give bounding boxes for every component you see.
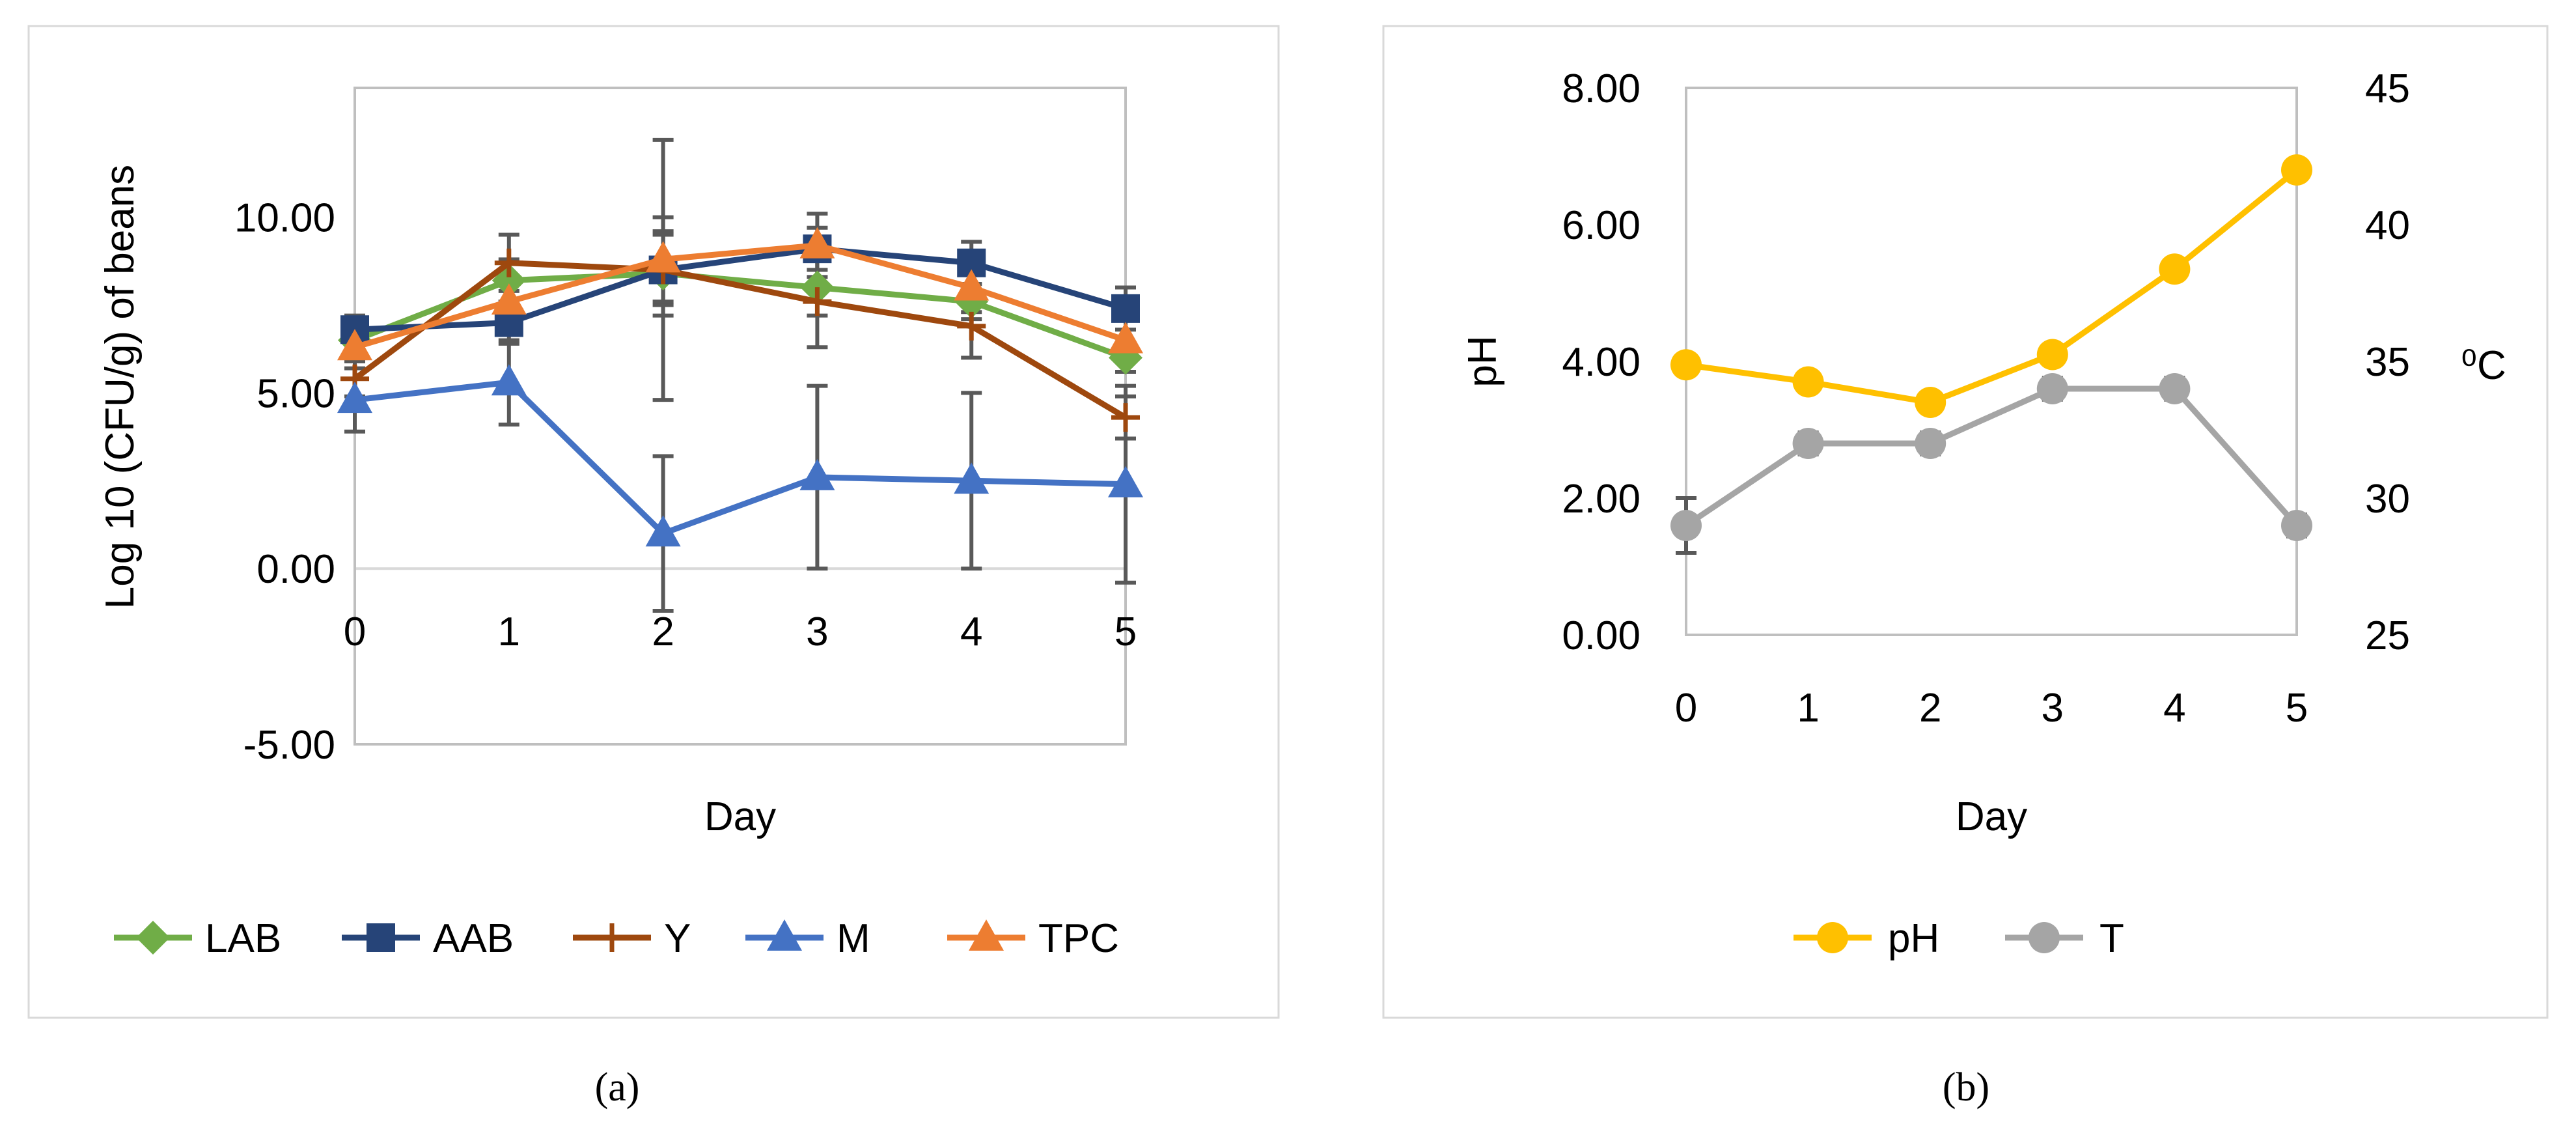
x-tick-label: 1 (1797, 686, 1819, 731)
series-line-t (1684, 385, 2299, 528)
panel-a-chart: 10.00 5.00 0.00 -5.00 0 1 2 3 4 5 Log 10 (CFU/g)… (27, 25, 1280, 1019)
data-point-m (645, 515, 681, 547)
legend-label-y: Y (664, 916, 691, 961)
panel-b-left-y-ticks: 8.00 6.00 4.00 2.00 0.00 (1562, 66, 1641, 658)
data-point-ph (2281, 154, 2312, 186)
legend-label-t: T (2099, 916, 2124, 961)
data-point-t (1670, 510, 1702, 541)
y-right-tick-label: 25 (2365, 613, 2410, 658)
x-tick-label: 4 (960, 609, 982, 654)
legend-marker-y (598, 923, 626, 952)
data-point-ph (2159, 253, 2191, 285)
data-point-t (1915, 428, 1946, 459)
panel-b-right-y-axis-title: ⁰C (2461, 343, 2506, 388)
data-point-tpc (799, 227, 835, 259)
y-left-tick-label: 6.00 (1562, 203, 1641, 248)
panel-b-series (1670, 154, 2312, 541)
panel-a-x-axis-title: Day (704, 794, 776, 839)
panel-b-x-ticks: 0 1 2 3 4 5 (1675, 686, 2308, 731)
data-point-m (491, 364, 527, 396)
data-point-t (1792, 428, 1824, 459)
data-point-y (494, 248, 523, 277)
y-right-tick-label: 35 (2365, 340, 2410, 385)
data-point-m (1108, 466, 1143, 497)
panel-a-legend: LAB AAB Y M TPC (114, 916, 1119, 961)
y-left-tick-label: 4.00 (1562, 340, 1641, 385)
series-line-y (353, 260, 1128, 421)
y-left-tick-label: 8.00 (1562, 66, 1641, 111)
x-tick-label: 0 (1675, 686, 1697, 731)
legend-marker-lab (136, 921, 170, 955)
data-point-t (2281, 510, 2312, 541)
panel-a-y-ticks: 10.00 5.00 0.00 -5.00 (234, 196, 335, 768)
x-tick-label: 2 (1919, 686, 1941, 731)
data-point-tpc (645, 241, 681, 273)
data-point-m (337, 382, 372, 413)
series-line-m (354, 379, 1126, 537)
data-point-ph (1915, 387, 1946, 418)
x-tick-label: 3 (2042, 686, 2064, 731)
data-point-y (957, 311, 986, 341)
data-point-ph (2036, 339, 2068, 371)
series-line-tpc (353, 242, 1127, 350)
panel-b-left-y-axis-title: pH (1460, 335, 1505, 387)
series-line-aab (354, 245, 1127, 333)
data-point-t (2036, 373, 2068, 404)
panel-a-y-axis-title: Log 10 (CFU/g) of beans (98, 165, 143, 609)
x-tick-label: 4 (2163, 686, 2185, 731)
legend-label-lab: LAB (205, 916, 281, 961)
data-point-tpc (491, 283, 527, 315)
x-tick-label: 5 (2286, 686, 2308, 731)
x-tick-label: 5 (1115, 609, 1137, 654)
data-point-tpc (1108, 322, 1143, 354)
x-tick-label: 3 (806, 609, 828, 654)
panel-b-legend: pH T (1794, 916, 2124, 961)
series-line-lab (353, 270, 1127, 361)
data-point-ph (1670, 349, 1702, 381)
x-tick-label: 1 (498, 609, 520, 654)
y-tick-label: 10.00 (234, 196, 335, 241)
y-tick-label: -5.00 (243, 723, 335, 768)
data-point-ph (1792, 366, 1824, 398)
data-point-tpc (337, 329, 372, 361)
data-point-t (2159, 373, 2191, 404)
y-left-tick-label: 2.00 (1562, 477, 1641, 522)
data-point-m (954, 462, 990, 494)
data-point-tpc (954, 269, 990, 301)
y-right-tick-label: 40 (2365, 203, 2410, 248)
panel-b-caption: (b) (1943, 1065, 1989, 1110)
y-left-tick-label: 0.00 (1562, 613, 1641, 658)
data-point-y (1111, 403, 1140, 432)
data-point-aab (1111, 294, 1140, 323)
panel-b-x-axis-title: Day (1956, 794, 2027, 839)
panel-b-right-y-ticks: 45 40 35 30 25 (2365, 66, 2410, 658)
y-right-tick-label: 45 (2365, 66, 2410, 111)
panel-a-series (337, 227, 1143, 547)
x-tick-label: 2 (652, 609, 674, 654)
data-point-y (803, 287, 832, 316)
series-line-ph (1685, 167, 2299, 406)
panel-a-x-ticks: 0 1 2 3 4 5 (344, 609, 1137, 654)
panel-b-frame (1382, 25, 2549, 1019)
legend-label-ph: pH (1888, 916, 1939, 961)
legend-marker-m (767, 919, 802, 951)
y-tick-label: 0.00 (256, 547, 335, 592)
data-point-m (799, 458, 835, 490)
x-tick-label: 0 (344, 609, 366, 654)
legend-marker-aab (367, 923, 395, 952)
legend-label-m: M (837, 916, 870, 961)
legend-marker-t (2029, 922, 2060, 953)
y-tick-label: 5.00 (256, 371, 335, 416)
legend-label-aab: AAB (433, 916, 514, 961)
y-right-tick-label: 30 (2365, 477, 2410, 522)
legend-marker-tpc (969, 919, 1004, 951)
panel-a-caption: (a) (595, 1065, 640, 1110)
legend-label-tpc: TPC (1038, 916, 1119, 961)
legend-marker-ph (1817, 922, 1848, 953)
